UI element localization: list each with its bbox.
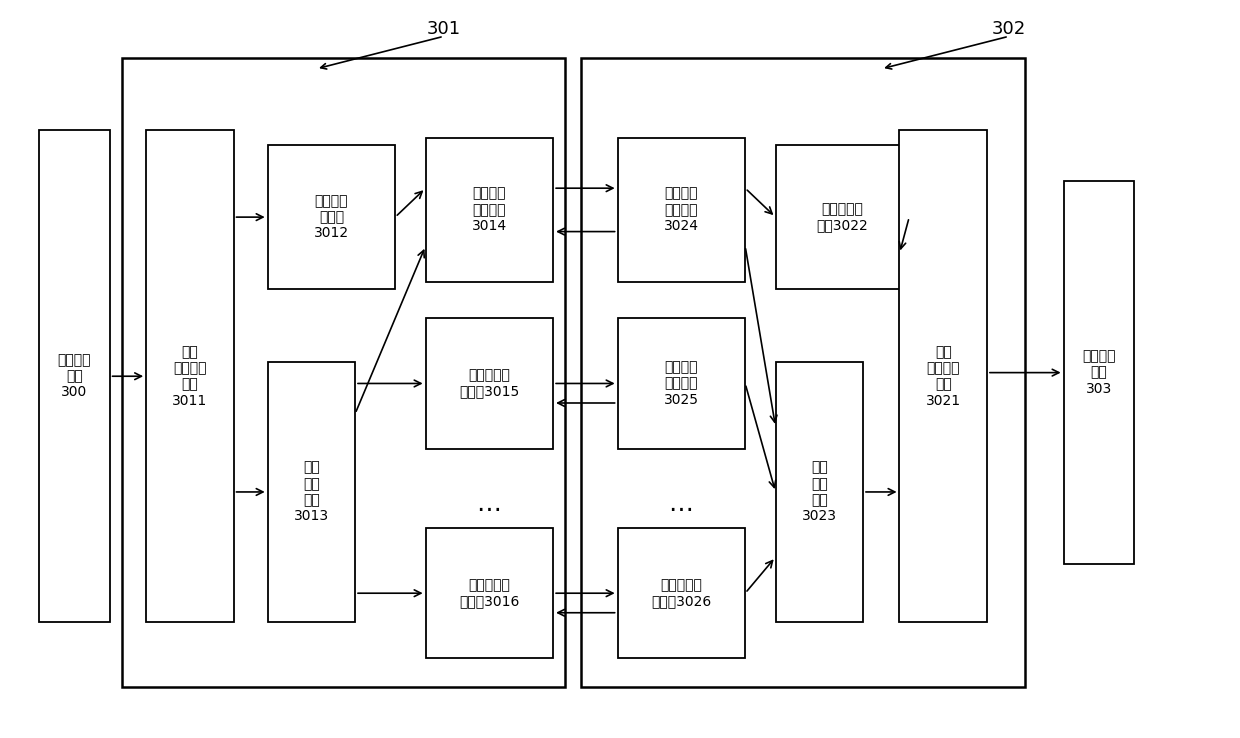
Text: ⋯: ⋯ (476, 498, 501, 522)
Bar (122, 58, 565, 687)
Bar (775, 145, 909, 289)
Bar (582, 58, 1024, 687)
Bar (618, 318, 745, 449)
Text: 第三微波收
发通路3016: 第三微波收 发通路3016 (459, 578, 520, 608)
Bar (146, 131, 233, 622)
Text: 302: 302 (992, 20, 1025, 38)
Bar (775, 362, 863, 622)
Text: 第二微波收
发通路3015: 第二微波收 发通路3015 (459, 368, 520, 399)
Text: 第一微波
收发通路
3014: 第一微波 收发通路 3014 (471, 187, 507, 233)
Text: 第一
普通
业务
3013: 第一 普通 业务 3013 (294, 461, 329, 523)
Text: ⋯: ⋯ (668, 498, 693, 522)
Text: 第六微波收
发通路3026: 第六微波收 发通路3026 (651, 578, 712, 608)
Text: 第一低时
延业务
3012: 第一低时 延业务 3012 (314, 194, 348, 241)
Bar (618, 137, 745, 282)
Bar (425, 528, 553, 658)
Bar (268, 145, 396, 289)
Bar (899, 131, 987, 622)
Text: 第四微波
收发通路
3024: 第四微波 收发通路 3024 (663, 187, 699, 233)
Text: 第二
分流汇聚
装置
3021: 第二 分流汇聚 装置 3021 (926, 345, 961, 407)
Text: 第二用户
接口
303: 第二用户 接口 303 (1083, 349, 1116, 396)
Bar (40, 131, 109, 622)
Bar (1064, 181, 1135, 565)
Bar (268, 362, 355, 622)
Text: 第二低时延
业务3022: 第二低时延 业务3022 (816, 202, 868, 232)
Bar (425, 318, 553, 449)
Text: 第五微波
收发通路
3025: 第五微波 收发通路 3025 (663, 360, 699, 407)
Bar (618, 528, 745, 658)
Text: 第一
分流汇聚
装置
3011: 第一 分流汇聚 装置 3011 (172, 345, 207, 407)
Bar (425, 137, 553, 282)
Text: 第一用户
接口
300: 第一用户 接口 300 (57, 353, 91, 399)
Text: 301: 301 (427, 20, 461, 38)
Text: 第二
普通
业务
3023: 第二 普通 业务 3023 (802, 461, 837, 523)
